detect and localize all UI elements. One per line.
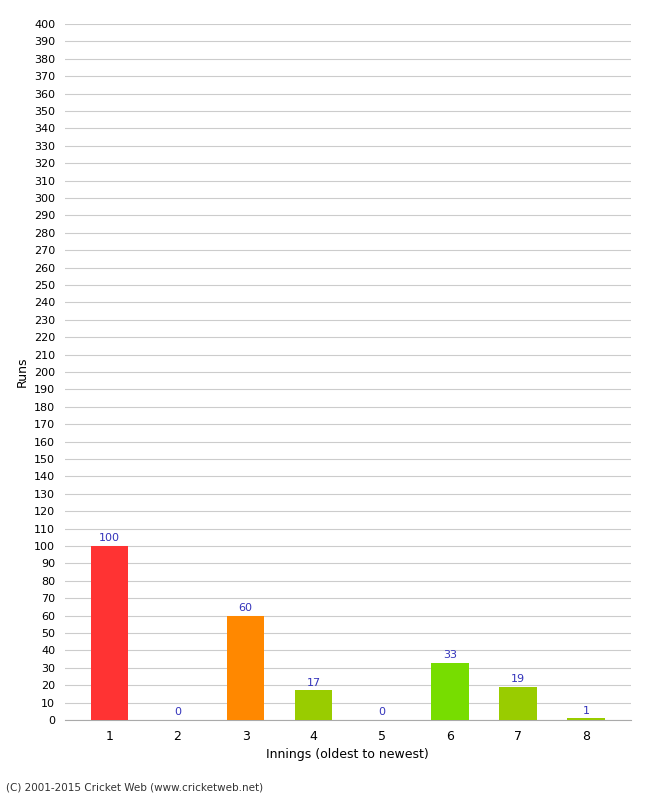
Bar <box>295 690 332 720</box>
Y-axis label: Runs: Runs <box>16 357 29 387</box>
Bar <box>91 546 128 720</box>
Text: (C) 2001-2015 Cricket Web (www.cricketweb.net): (C) 2001-2015 Cricket Web (www.cricketwe… <box>6 782 264 792</box>
Text: 0: 0 <box>174 707 181 718</box>
Text: 17: 17 <box>307 678 320 688</box>
Bar <box>499 687 537 720</box>
Text: 19: 19 <box>511 674 525 684</box>
Bar <box>431 662 469 720</box>
Text: 0: 0 <box>378 707 385 718</box>
Text: 60: 60 <box>239 603 253 613</box>
Text: 100: 100 <box>99 534 120 543</box>
X-axis label: Innings (oldest to newest): Innings (oldest to newest) <box>266 748 429 762</box>
Bar <box>227 616 265 720</box>
Text: 33: 33 <box>443 650 457 660</box>
Text: 1: 1 <box>582 706 590 716</box>
Bar <box>567 718 605 720</box>
